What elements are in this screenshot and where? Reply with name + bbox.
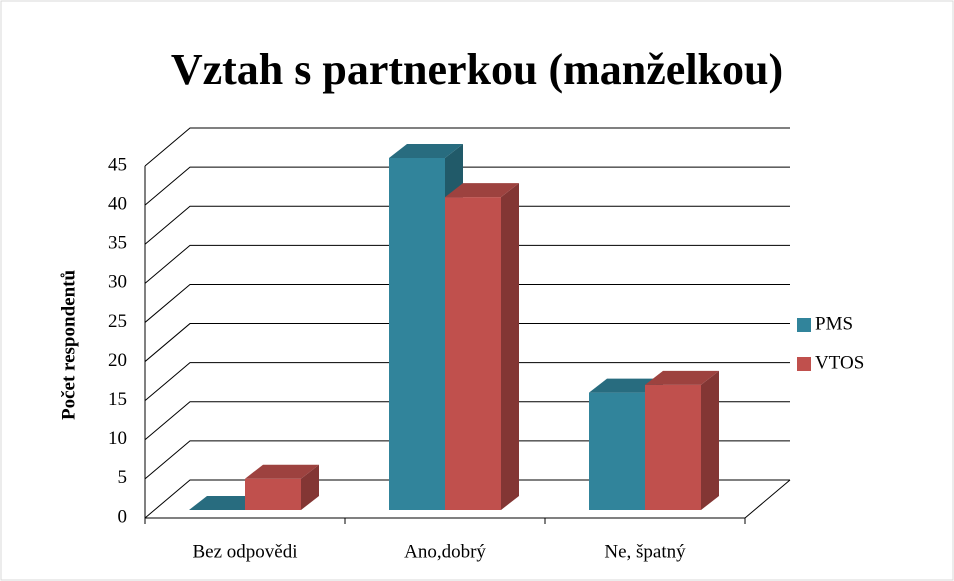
x-tick-label: Bez odpovědi: [192, 541, 297, 562]
y-axis-label: Počet respondentů: [58, 270, 79, 420]
bar-front: [445, 197, 501, 510]
legend-swatch: [797, 318, 811, 332]
bar-top: [189, 496, 263, 510]
y-tick-label: 15: [108, 389, 127, 410]
bar-side: [501, 183, 519, 510]
legend-label: VTOS: [815, 352, 864, 373]
bar-top: [445, 183, 519, 198]
y-tick-label: 35: [108, 233, 127, 254]
y-tick-label: 0: [118, 506, 128, 527]
y-tick-label: 40: [108, 193, 127, 214]
bar-front: [389, 158, 445, 510]
bar: [645, 370, 719, 510]
legend-swatch: [797, 357, 811, 371]
grid-line: [144, 244, 790, 284]
grid-line: [144, 166, 790, 206]
y-tick-label: 20: [108, 350, 127, 371]
y-tick-label: 45: [108, 154, 127, 175]
bar-top: [645, 370, 719, 385]
bar-top: [589, 378, 663, 393]
grid-line: [144, 127, 790, 167]
bar-front: [245, 478, 301, 510]
grid-line: [144, 283, 790, 323]
y-tick-label: 30: [108, 272, 127, 293]
x-tick-label: Ano,dobrý: [404, 541, 486, 562]
bar-front: [589, 392, 645, 510]
grid-line: [144, 205, 790, 245]
chart-title: Vztah s partnerkou (manželkou): [171, 45, 783, 94]
y-tick-label: 5: [118, 467, 128, 488]
bar: [445, 183, 519, 510]
bar-side: [701, 370, 719, 510]
grid-line: [144, 362, 790, 402]
y-tick-label: 10: [108, 428, 127, 449]
grid-line: [144, 323, 790, 362]
legend-label: PMS: [815, 313, 853, 334]
bar: [189, 496, 263, 510]
bar-top: [389, 144, 463, 158]
y-tick-label: 25: [108, 311, 127, 332]
bar-front: [645, 384, 701, 510]
bar-top: [245, 464, 319, 479]
bar: [245, 464, 319, 510]
x-tick-label: Ne, špatný: [604, 541, 686, 562]
bar-side: [301, 464, 319, 510]
